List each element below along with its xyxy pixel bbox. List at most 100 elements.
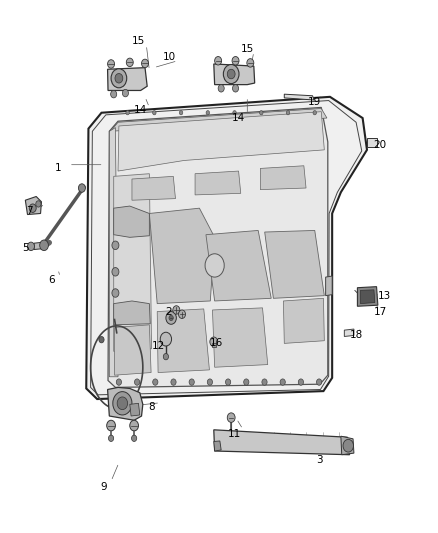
Polygon shape	[367, 138, 377, 147]
Circle shape	[179, 310, 185, 318]
Text: 17: 17	[374, 306, 387, 317]
Polygon shape	[149, 208, 215, 304]
Circle shape	[40, 240, 48, 251]
Circle shape	[126, 58, 133, 67]
Text: 3: 3	[316, 455, 322, 465]
Text: 16: 16	[210, 338, 223, 349]
Circle shape	[233, 85, 239, 92]
Circle shape	[126, 111, 129, 115]
Polygon shape	[157, 309, 209, 373]
Text: 20: 20	[374, 140, 387, 150]
Circle shape	[99, 336, 104, 343]
Polygon shape	[114, 206, 149, 237]
Polygon shape	[357, 287, 378, 306]
Circle shape	[160, 332, 172, 346]
Circle shape	[36, 201, 41, 207]
Circle shape	[244, 379, 249, 385]
Text: 8: 8	[148, 402, 155, 412]
Circle shape	[115, 74, 123, 83]
Circle shape	[113, 392, 132, 415]
Circle shape	[313, 111, 317, 115]
Text: 14: 14	[134, 105, 147, 115]
Circle shape	[215, 56, 222, 65]
Text: 9: 9	[100, 481, 107, 491]
Circle shape	[298, 379, 304, 385]
Polygon shape	[114, 301, 150, 325]
Circle shape	[78, 184, 85, 192]
Circle shape	[112, 289, 119, 297]
Circle shape	[262, 379, 267, 385]
Polygon shape	[110, 109, 327, 133]
Circle shape	[286, 111, 290, 115]
Circle shape	[218, 85, 224, 92]
Circle shape	[260, 111, 263, 115]
Polygon shape	[115, 325, 151, 375]
Text: 11: 11	[228, 429, 241, 439]
Polygon shape	[132, 176, 176, 200]
Text: 5: 5	[22, 243, 28, 253]
Polygon shape	[108, 387, 143, 420]
Text: 15: 15	[132, 36, 145, 46]
Polygon shape	[206, 230, 271, 301]
Polygon shape	[360, 290, 375, 304]
Polygon shape	[212, 308, 268, 367]
Polygon shape	[86, 97, 367, 399]
Circle shape	[226, 379, 231, 385]
Polygon shape	[344, 329, 354, 336]
Circle shape	[166, 312, 177, 324]
Circle shape	[112, 268, 119, 276]
Text: 18: 18	[350, 330, 363, 341]
Text: 19: 19	[308, 97, 321, 107]
Text: 2: 2	[166, 306, 172, 317]
Polygon shape	[34, 242, 45, 249]
Polygon shape	[284, 94, 314, 100]
Circle shape	[29, 204, 36, 213]
Circle shape	[163, 353, 169, 360]
Circle shape	[141, 59, 148, 68]
Circle shape	[205, 254, 224, 277]
Polygon shape	[108, 68, 147, 91]
Circle shape	[206, 111, 209, 115]
Circle shape	[152, 111, 156, 115]
Polygon shape	[341, 436, 354, 455]
Circle shape	[111, 69, 127, 88]
Circle shape	[233, 111, 236, 115]
Text: 1: 1	[55, 164, 61, 173]
Circle shape	[122, 90, 128, 97]
Polygon shape	[130, 403, 140, 416]
Circle shape	[280, 379, 285, 385]
Circle shape	[317, 379, 322, 385]
Circle shape	[153, 379, 158, 385]
Polygon shape	[260, 166, 306, 190]
Circle shape	[131, 435, 137, 441]
Circle shape	[343, 439, 353, 452]
Text: 15: 15	[240, 44, 254, 54]
Polygon shape	[283, 298, 324, 343]
Polygon shape	[108, 108, 328, 387]
Circle shape	[112, 241, 119, 249]
Circle shape	[210, 337, 218, 346]
Circle shape	[169, 316, 173, 320]
Polygon shape	[114, 174, 152, 351]
Circle shape	[111, 91, 117, 98]
Polygon shape	[214, 441, 221, 451]
Polygon shape	[214, 64, 254, 85]
Text: 12: 12	[152, 341, 165, 351]
Circle shape	[117, 397, 127, 410]
Text: 13: 13	[378, 290, 391, 301]
Circle shape	[247, 59, 254, 67]
Circle shape	[223, 64, 239, 84]
Circle shape	[109, 435, 114, 441]
Circle shape	[207, 379, 212, 385]
Circle shape	[130, 420, 138, 431]
Circle shape	[116, 379, 121, 385]
Circle shape	[232, 56, 239, 65]
Polygon shape	[265, 230, 324, 298]
Polygon shape	[214, 430, 350, 455]
Circle shape	[134, 379, 140, 385]
Circle shape	[227, 413, 235, 422]
Circle shape	[189, 379, 194, 385]
Text: 14: 14	[232, 113, 245, 123]
Polygon shape	[325, 276, 332, 296]
Text: 10: 10	[162, 52, 176, 62]
